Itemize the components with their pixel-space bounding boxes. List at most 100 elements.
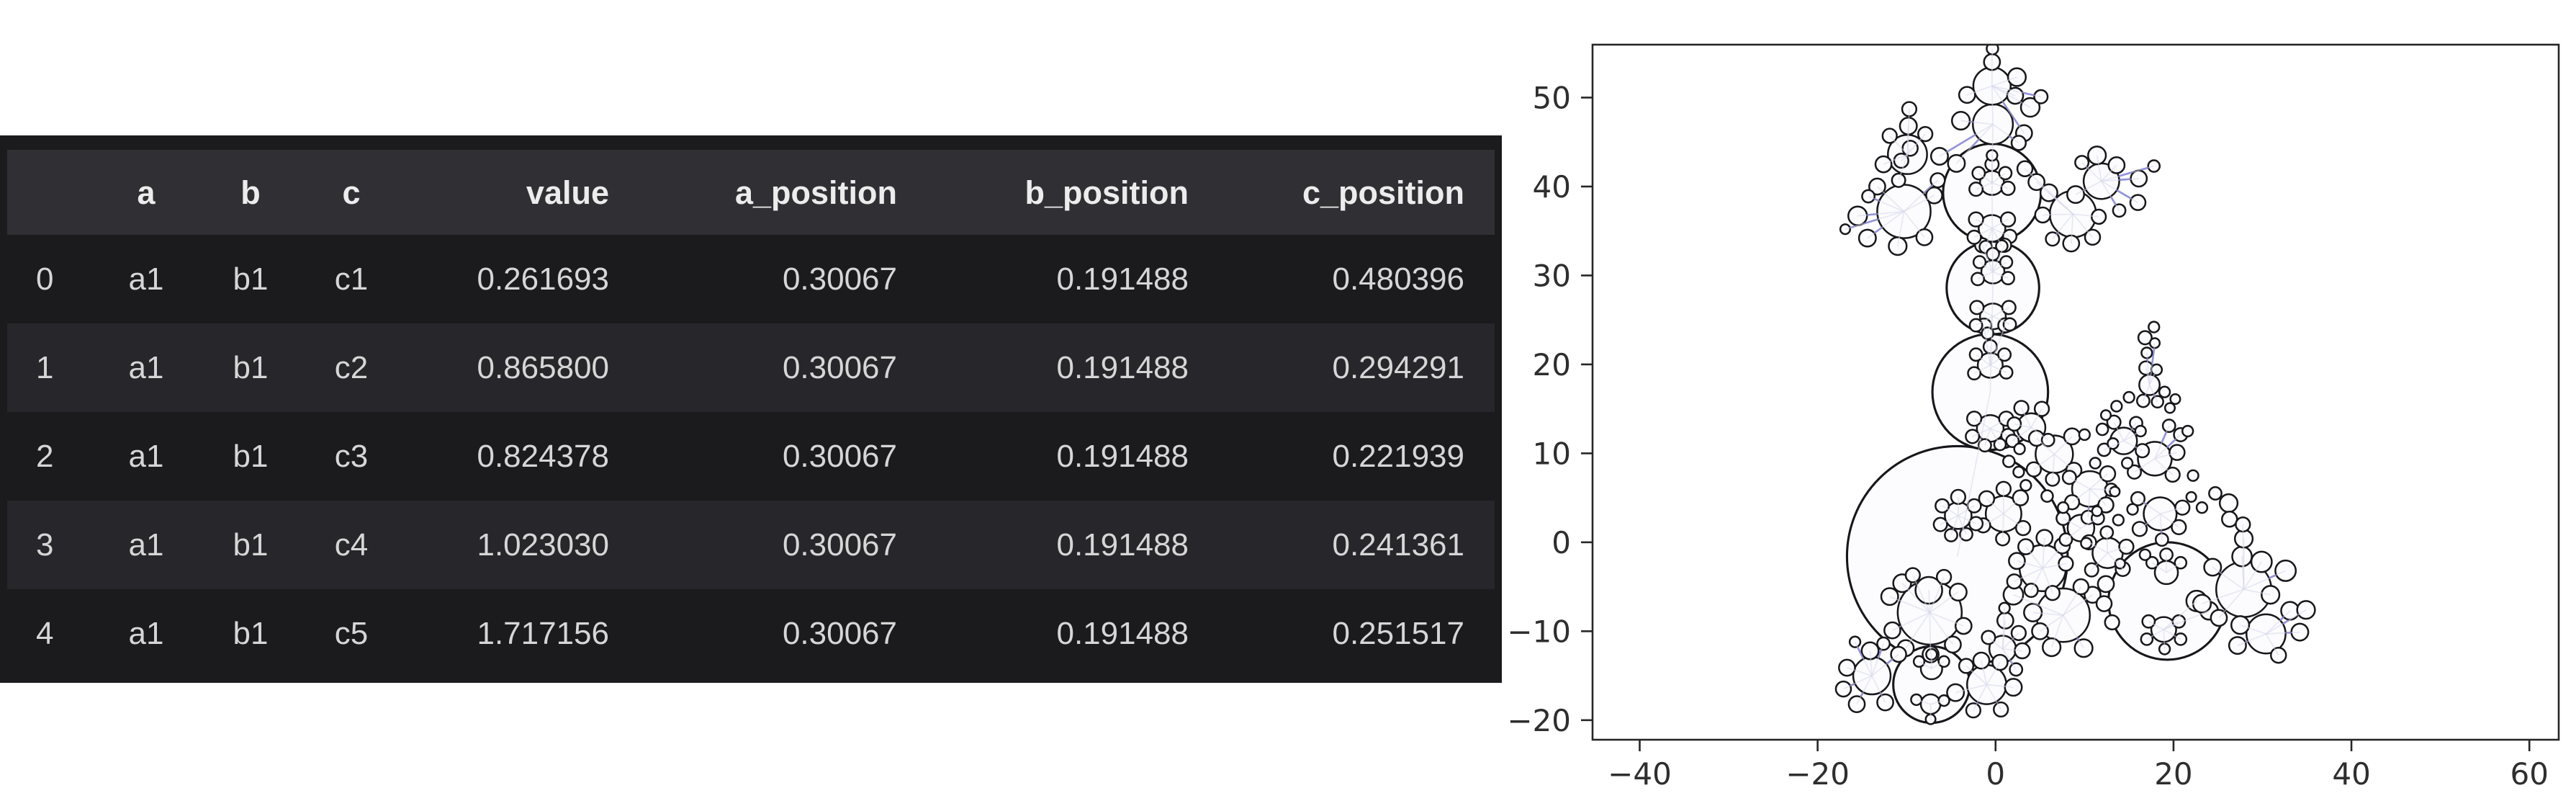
edge-line [1991, 76, 2017, 87]
edge-line [1912, 575, 1931, 613]
pack-circle [2138, 548, 2152, 561]
edge-line [1889, 596, 1930, 614]
table-cell: c5 [301, 589, 402, 678]
table-cell: 1.023030 [402, 501, 639, 589]
dataframe-header-row: a b c value a_position b_position c_position [7, 150, 1495, 235]
col-header-value: value [402, 150, 639, 235]
edge-line [2237, 633, 2266, 646]
table-cell: a1 [92, 323, 200, 412]
pack-circle [1948, 583, 1968, 602]
dataframe-body: 0 a1 b1 c1 0.261693 0.30067 0.191488 0.480396 1 a… [7, 235, 1495, 678]
x-tick-label: 40 [2332, 756, 2370, 792]
table-cell: 1 [7, 323, 92, 412]
edge-line [2265, 610, 2291, 635]
edge-line [1981, 660, 1988, 685]
edge-line [2002, 648, 2022, 652]
pack-circle [1965, 429, 1981, 444]
table-row: 2 a1 b1 c3 0.824378 0.30067 0.191488 0.221939 [7, 412, 1495, 501]
table-cell: 0.294291 [1219, 323, 1495, 412]
edge-line [2042, 545, 2063, 569]
pack-circle [1935, 498, 1950, 514]
edge-line [2075, 180, 2102, 195]
pack-circle [1954, 617, 1973, 635]
pack-circle [2014, 519, 2032, 537]
edge-line [2148, 369, 2158, 385]
pack-circle [2169, 393, 2181, 406]
edge-line [1919, 661, 1932, 669]
edge-line [2062, 614, 2084, 649]
edge-line [2266, 631, 2300, 635]
edge-line [1958, 515, 1967, 535]
pack-circle [2296, 600, 2316, 620]
pack-circle [2089, 457, 2102, 470]
pack-circle [1981, 630, 1996, 645]
table-cell: 0.30067 [639, 501, 927, 589]
table-cell: 0.191488 [927, 589, 1219, 678]
edge-line [2068, 476, 2091, 490]
dataframe-header: a b c value a_position b_position c_position [7, 150, 1495, 235]
table-cell: a1 [92, 235, 200, 323]
table-cell: 0.221939 [1219, 412, 1495, 501]
edge-line [2014, 423, 2032, 429]
edge-line [1942, 505, 1959, 516]
x-tick-label: 60 [2510, 756, 2548, 792]
edge-line [2013, 594, 2064, 616]
edge-line [2154, 434, 2181, 460]
edge-line [1856, 675, 1873, 705]
edge-line [1916, 699, 1931, 705]
table-cell: a1 [92, 501, 200, 589]
edge-line [1977, 271, 1994, 280]
table-cell: a1 [92, 589, 200, 678]
edge-line [2096, 155, 2102, 182]
table-cell: 0.241361 [1219, 501, 1495, 589]
col-header-a: a [92, 150, 200, 235]
table-cell: 0.824378 [402, 412, 639, 501]
edge-line [1854, 641, 1873, 676]
edge-line [2036, 437, 2055, 455]
edge-line [1992, 245, 2005, 272]
table-cell: c3 [301, 412, 402, 501]
edge-line [1960, 120, 1994, 125]
pack-circle [2025, 461, 2043, 478]
edge-line [1906, 148, 1911, 155]
pack-circle [2002, 455, 2016, 468]
edge-line [1992, 271, 2009, 279]
pack-circle [2031, 622, 2049, 640]
edge-line [2243, 570, 2286, 591]
table-row: 3 a1 b1 c4 1.023030 0.30067 0.191488 0.241361 [7, 501, 1495, 589]
pack-circle [2163, 402, 2176, 414]
table-cell: b1 [200, 589, 301, 678]
table-cell: 2 [7, 412, 92, 501]
edge-line [1973, 418, 1991, 429]
table-cell: 3 [7, 501, 92, 589]
edge-line [2163, 629, 2181, 640]
edge-line [1940, 515, 1959, 525]
table-cell: 0.30067 [639, 323, 927, 412]
edge-line [2265, 609, 2307, 635]
dataframe: a b c value a_position b_position c_position 0… [0, 135, 1502, 683]
edge-line [1979, 261, 1994, 273]
edge-line [1929, 612, 1964, 627]
edge-line [2032, 612, 2063, 617]
edge-line [2101, 181, 2120, 211]
edge-line [1976, 182, 1993, 190]
edge-line [1901, 583, 1930, 614]
edge-line [2151, 562, 2167, 573]
edge-line [1991, 192, 1994, 288]
edge-line [2154, 425, 2170, 460]
pack-circle [2097, 575, 2115, 594]
edge-line [2202, 588, 2244, 604]
y-tick-label: 30 [1533, 258, 1571, 293]
pack-circle [2218, 493, 2239, 514]
pack-circle [2023, 583, 2039, 599]
edge-line [2243, 561, 2263, 590]
edge-line [1867, 210, 1905, 239]
edge-line [1991, 218, 2009, 229]
edge-line [2030, 408, 2043, 429]
edge-line [1939, 123, 1994, 157]
edge-line [1929, 612, 1954, 645]
edge-line [1992, 261, 2007, 273]
pack-circle [2187, 469, 2199, 482]
y-tick-label: 20 [1533, 347, 1571, 382]
